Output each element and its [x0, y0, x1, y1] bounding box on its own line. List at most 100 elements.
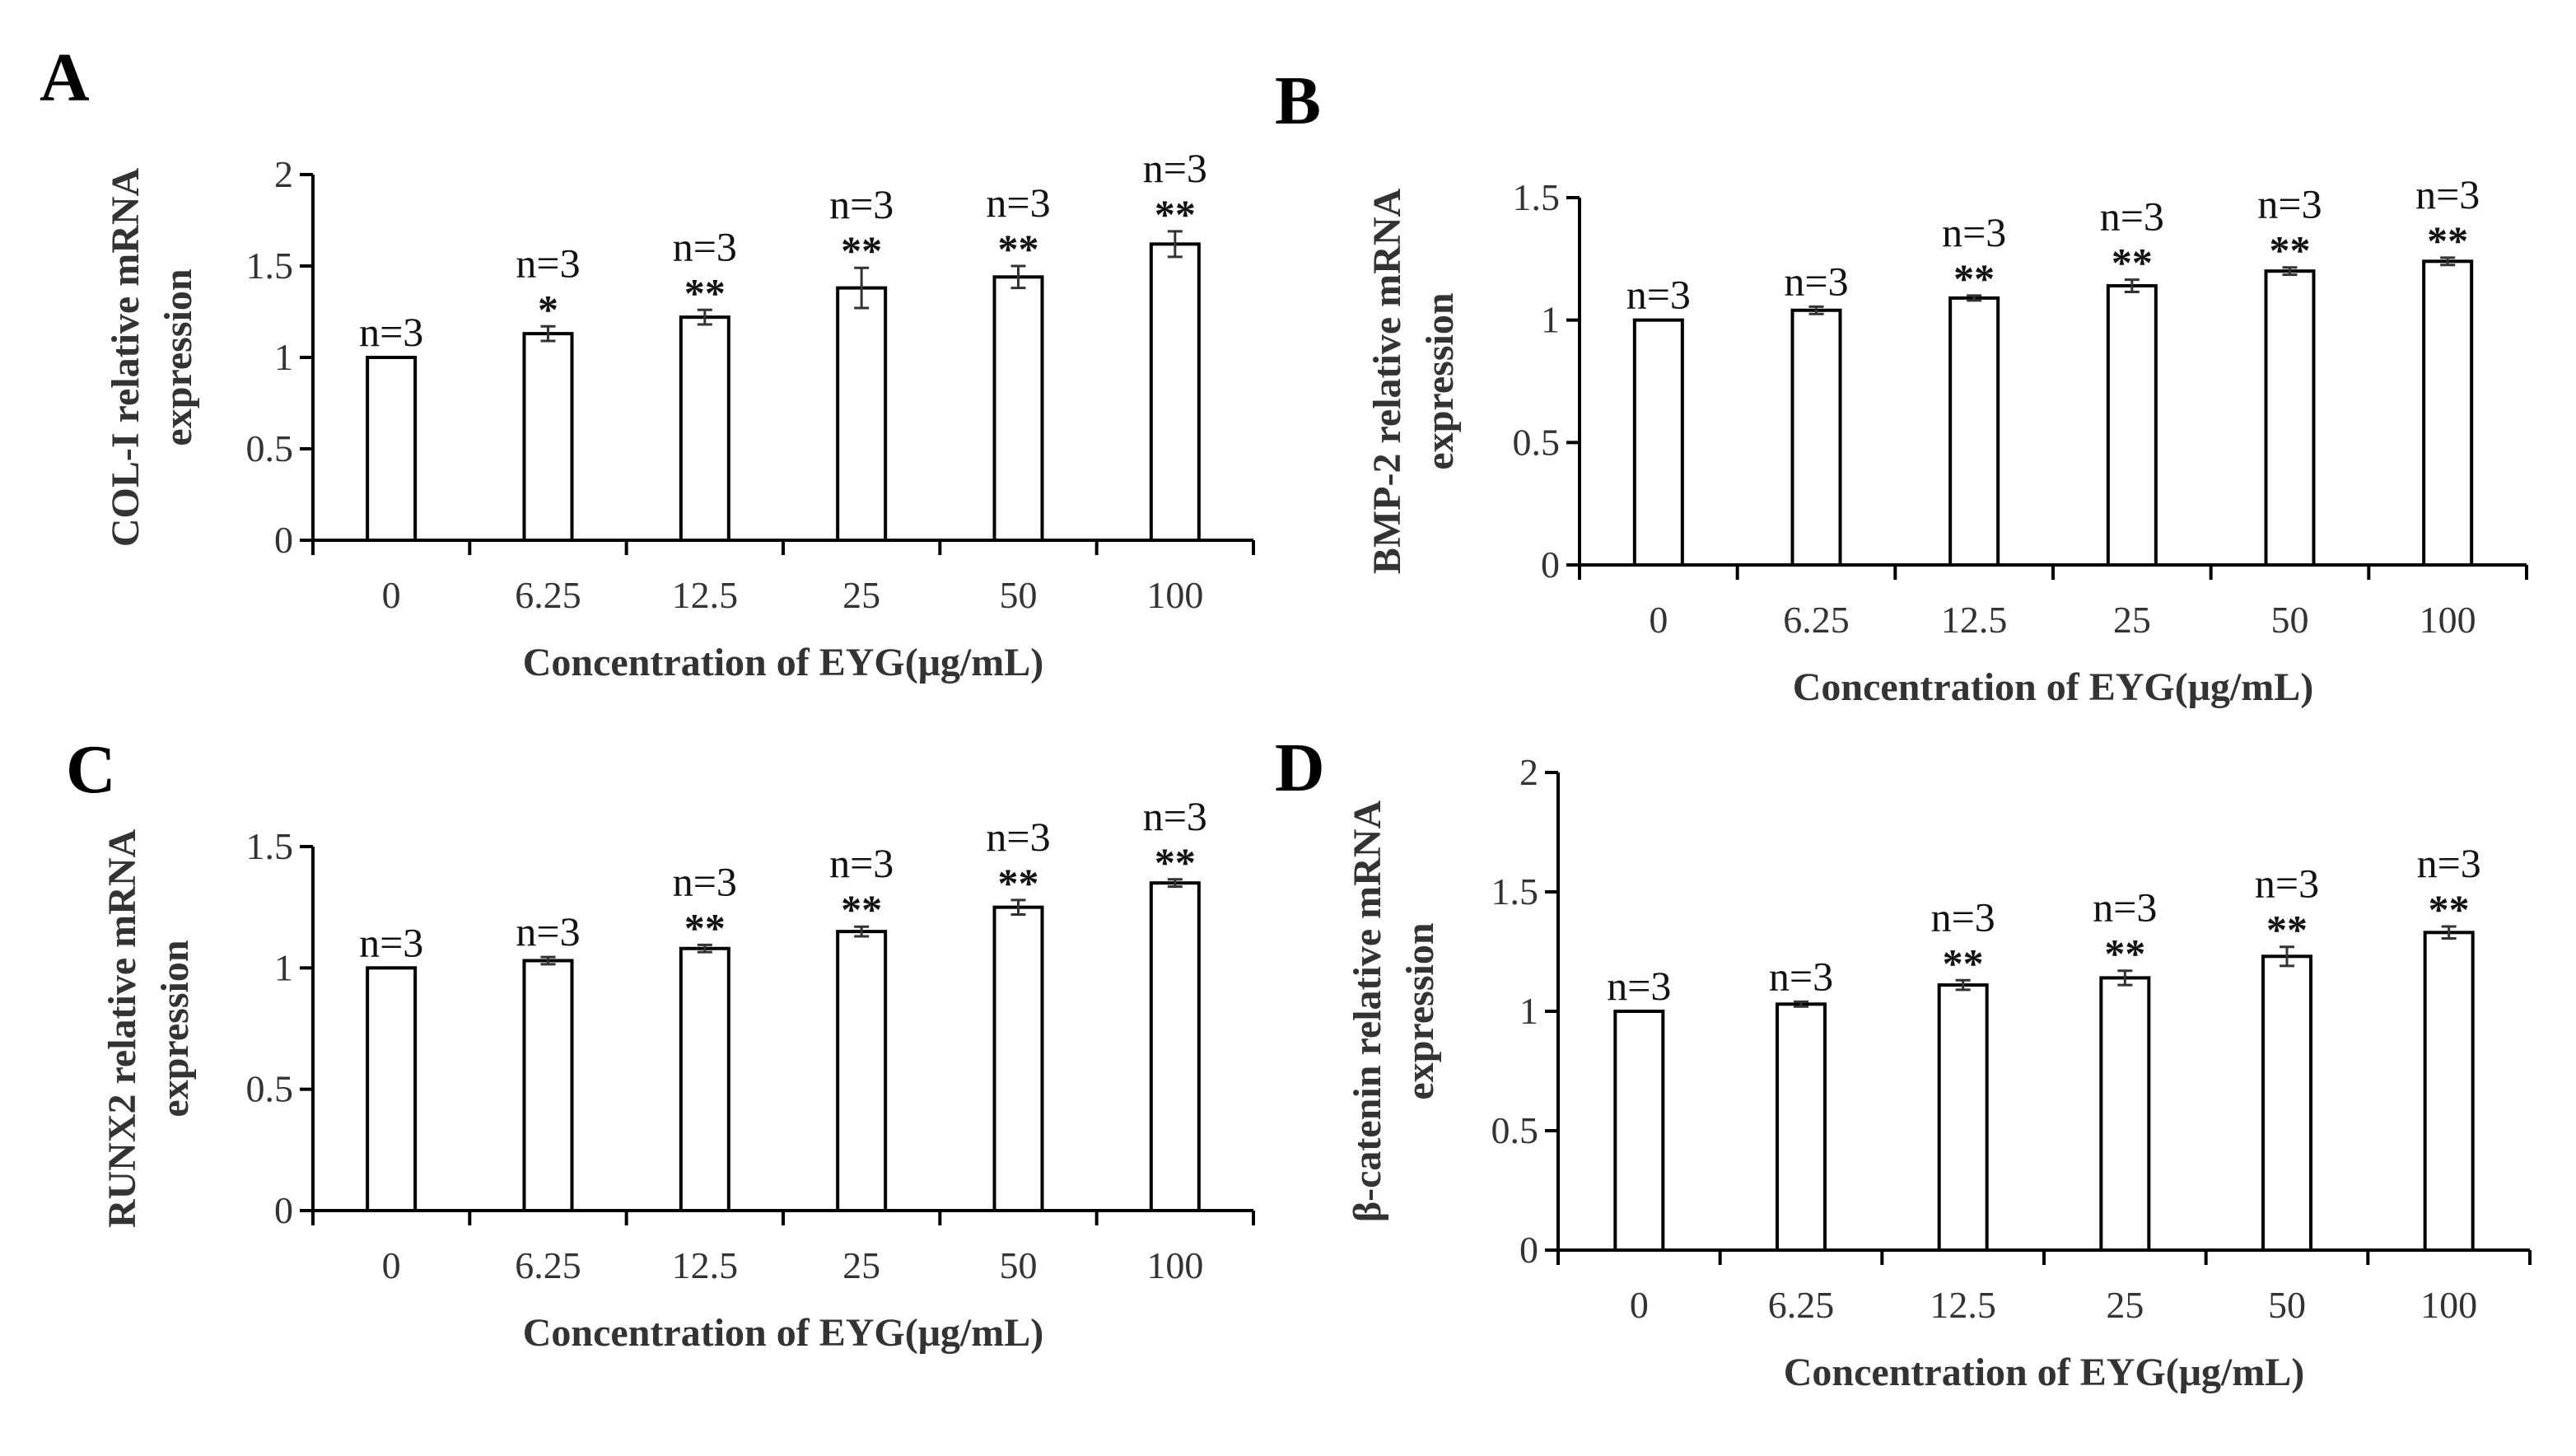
y-axis-title: RUNX2 relative mRNA — [100, 829, 144, 1229]
significance-label: ** — [1155, 839, 1196, 885]
significance-label: ** — [1155, 191, 1196, 237]
y-tick-label: 1 — [1541, 299, 1560, 341]
significance-label: ** — [2104, 931, 2145, 977]
x-tick-label: 12.5 — [672, 574, 739, 616]
panel-letter: C — [66, 731, 116, 808]
n-label: n=3 — [2417, 840, 2481, 886]
bar — [1149, 242, 1201, 542]
n-label: n=3 — [1784, 258, 1848, 304]
significance-label: ** — [998, 226, 1039, 272]
n-label: n=3 — [673, 858, 737, 904]
bar — [836, 286, 888, 542]
n-label: n=3 — [829, 181, 894, 227]
significance-label: ** — [2266, 907, 2308, 953]
bar — [1790, 308, 1842, 567]
bar — [1776, 1002, 1827, 1253]
x-axis-title: Concentration of EYG(μg/mL) — [523, 1311, 1043, 1355]
x-tick-label: 12.5 — [672, 1244, 739, 1286]
bar — [836, 930, 888, 1212]
panel-a: A00.511.52n=30*n=36.25**n=312.5**n=325**… — [40, 40, 1255, 684]
x-tick-label: 6.25 — [515, 1244, 581, 1286]
y-tick-label: 2 — [274, 153, 293, 195]
x-tick-label: 0 — [1630, 1284, 1649, 1326]
bar — [366, 356, 418, 542]
n-label: n=3 — [986, 180, 1050, 226]
bar — [1937, 983, 1989, 1252]
n-label: n=3 — [2257, 181, 2322, 227]
x-tick-label: 100 — [1146, 1244, 1203, 1286]
x-tick-label: 25 — [842, 1244, 880, 1286]
x-tick-label: 0 — [1649, 599, 1668, 641]
x-tick-label: 0 — [382, 1244, 401, 1286]
n-label: n=3 — [1143, 793, 1207, 839]
y-tick-label: 1 — [1519, 990, 1538, 1032]
bar — [679, 315, 730, 542]
x-tick-label: 6.25 — [1768, 1284, 1835, 1326]
n-label: n=3 — [2100, 194, 2164, 240]
bar — [992, 905, 1044, 1212]
x-tick-label: 12.5 — [1930, 1284, 1996, 1326]
significance-label: ** — [684, 269, 726, 315]
y-tick-label: 1.5 — [246, 245, 294, 287]
y-tick-label: 0 — [1519, 1229, 1538, 1271]
n-label: n=3 — [829, 840, 894, 886]
y-axis-title: COL-I relative mRNA — [104, 167, 147, 547]
y-tick-label: 0.5 — [1491, 1109, 1539, 1151]
y-tick-label: 2 — [1519, 751, 1538, 793]
bar — [2099, 976, 2151, 1253]
significance-label: ** — [2427, 217, 2468, 264]
panel-letter: D — [1275, 730, 1325, 806]
n-label: n=3 — [1143, 145, 1207, 191]
n-label: n=3 — [516, 908, 580, 954]
y-tick-label: 1.5 — [246, 825, 294, 867]
y-axis-title: BMP-2 relative mRNA — [1365, 189, 1409, 575]
y-tick-label: 0 — [274, 1189, 293, 1231]
bar — [1948, 296, 2000, 567]
n-label: n=3 — [1626, 272, 1691, 318]
x-tick-label: 50 — [2268, 1284, 2306, 1326]
bar — [1632, 318, 1684, 567]
y-tick-label: 0.5 — [1513, 421, 1561, 463]
y-axis-title: expression — [1418, 292, 1462, 469]
n-label: n=3 — [1769, 953, 1833, 999]
y-tick-label: 0.5 — [246, 427, 294, 469]
panel-b: B00.511.5n=30n=36.25**n=312.5**n=325**n=… — [1275, 63, 2528, 709]
x-tick-label: 50 — [1000, 574, 1038, 616]
x-tick-label: 100 — [1146, 574, 1203, 616]
significance-label: ** — [841, 886, 882, 932]
bar — [1149, 881, 1201, 1212]
x-axis-title: Concentration of EYG(μg/mL) — [1784, 1351, 2304, 1394]
x-tick-label: 0 — [382, 574, 401, 616]
n-label: n=3 — [359, 309, 423, 355]
y-tick-label: 0 — [1541, 544, 1560, 586]
y-axis-title: expression — [156, 268, 200, 446]
n-label: n=3 — [359, 919, 423, 965]
significance-label: ** — [2429, 886, 2470, 932]
x-axis-title: Concentration of EYG(μg/mL) — [1793, 665, 2313, 709]
significance-label: ** — [2270, 227, 2311, 273]
panel-letter: B — [1275, 63, 1321, 139]
x-tick-label: 25 — [842, 574, 880, 616]
x-tick-label: 100 — [2420, 1284, 2477, 1326]
n-label: n=3 — [516, 240, 580, 286]
significance-label: ** — [684, 904, 726, 950]
n-label: n=3 — [1607, 963, 1671, 1009]
significance-label: * — [538, 286, 558, 332]
bar — [2264, 269, 2316, 567]
y-tick-label: 1.5 — [1513, 176, 1561, 218]
x-tick-label: 25 — [2113, 599, 2151, 641]
x-axis-title: Concentration of EYG(μg/mL) — [523, 641, 1043, 684]
y-tick-label: 0 — [274, 519, 293, 561]
panel-c: C00.511.5n=30n=36.25**n=312.5**n=325**n=… — [66, 731, 1255, 1355]
bar — [2422, 259, 2474, 567]
bar — [2261, 954, 2312, 1253]
x-tick-label: 6.25 — [515, 574, 581, 616]
y-tick-label: 0.5 — [246, 1068, 294, 1110]
n-label: n=3 — [986, 814, 1050, 860]
panel-letter: A — [40, 40, 90, 116]
x-tick-label: 25 — [2106, 1284, 2144, 1326]
significance-label: ** — [1953, 255, 1995, 301]
bar — [2106, 284, 2158, 567]
y-tick-label: 1.5 — [1491, 870, 1539, 912]
n-label: n=3 — [1942, 209, 2006, 255]
